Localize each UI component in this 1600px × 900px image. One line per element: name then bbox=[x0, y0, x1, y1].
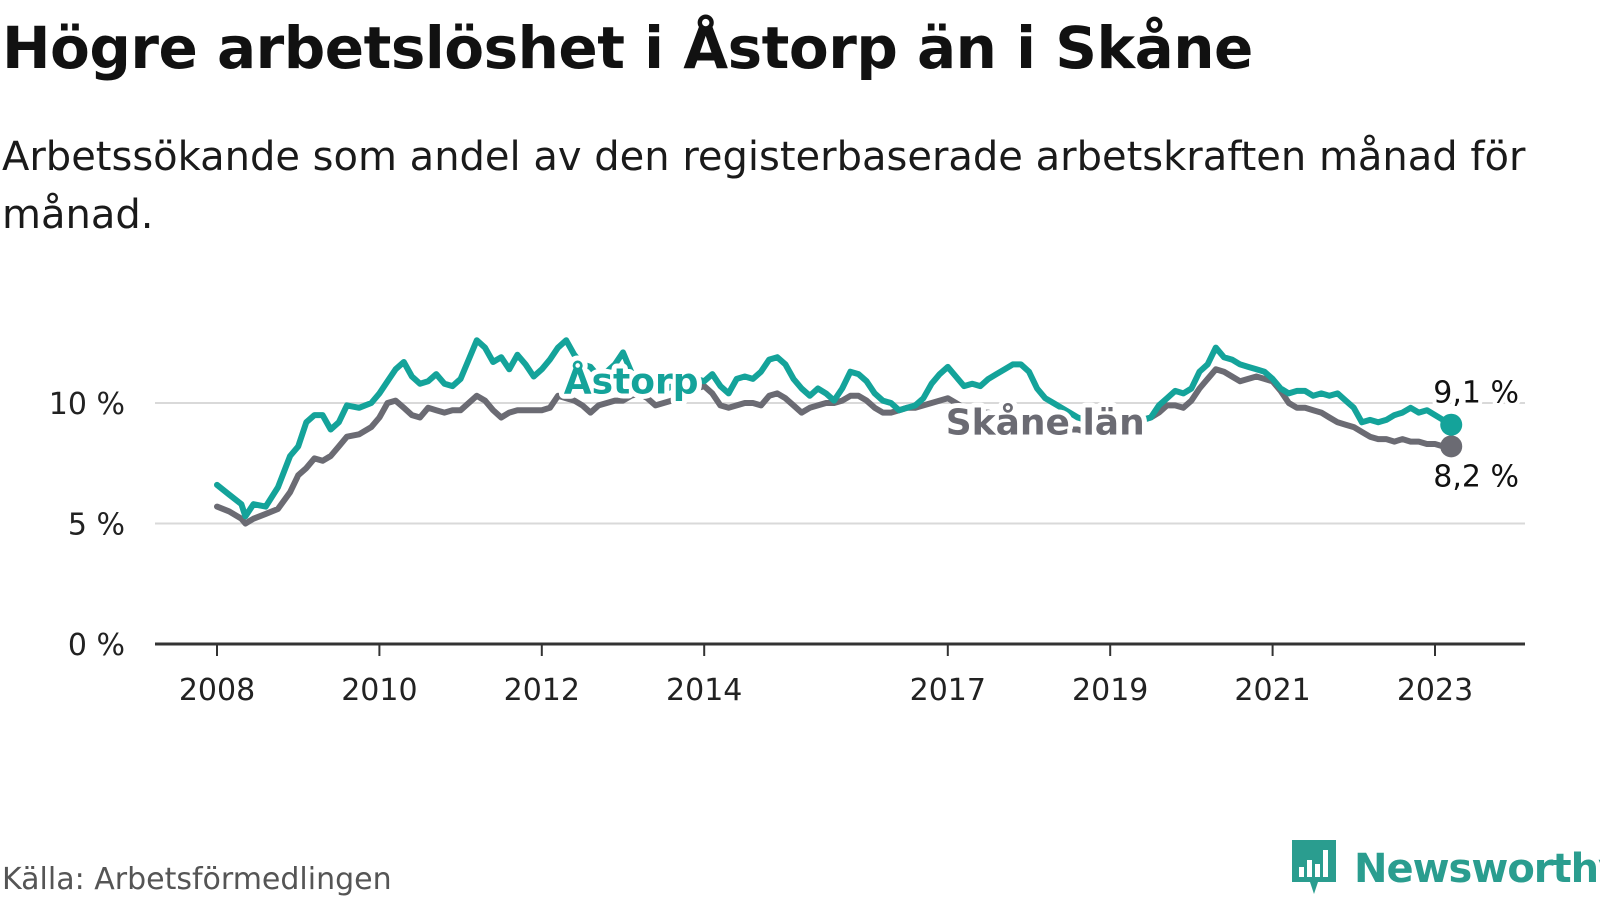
bar-chart-logo-icon bbox=[1292, 840, 1336, 894]
x-tick-label: 2010 bbox=[341, 673, 417, 708]
label-layer: Åstorp 9,1 % Skåne län 8,2 % bbox=[559, 356, 1523, 499]
x-tick-label: 2017 bbox=[910, 673, 986, 708]
brand-name: Newsworthy bbox=[1354, 846, 1600, 892]
x-tick-label: 2014 bbox=[666, 673, 742, 708]
y-tick-label: 10 % bbox=[49, 387, 125, 422]
x-tick-label: 2021 bbox=[1234, 673, 1310, 708]
series-endpoint-astorp bbox=[1440, 413, 1463, 436]
x-tick-label: 2023 bbox=[1397, 673, 1473, 708]
series-layer bbox=[214, 337, 1463, 527]
x-tick-label: 2008 bbox=[179, 673, 255, 708]
x-tick-label: 2019 bbox=[1072, 673, 1148, 708]
y-tick-label: 5 % bbox=[68, 508, 125, 543]
chart-subtitle: Arbetssökande som andel av den registerb… bbox=[2, 134, 1526, 238]
y-axis-ticks: 0 % 5 % 10 % bbox=[49, 387, 125, 663]
series-endpoint-skane bbox=[1440, 435, 1463, 458]
series-label-skane: Skåne län bbox=[946, 403, 1145, 444]
brand-logo[interactable]: Newsworthy bbox=[1288, 838, 1600, 900]
y-tick-label: 0 % bbox=[68, 628, 125, 663]
series-label-astorp: Åstorp bbox=[564, 361, 699, 403]
end-value-label-astorp: 9,1 % bbox=[1433, 376, 1519, 411]
chart-title: Högre arbetslöshet i Åstorp än i Skåne bbox=[2, 14, 1253, 82]
x-tick-label: 2012 bbox=[504, 673, 580, 708]
series-line-astorp bbox=[214, 337, 1455, 520]
series-line-skane bbox=[214, 366, 1455, 527]
end-value-label-skane: 8,2 % bbox=[1433, 459, 1519, 494]
x-axis-ticks: 2008 2010 2012 2014 2017 2019 2021 2023 bbox=[179, 644, 1473, 708]
grid-lines bbox=[155, 402, 1525, 525]
source-note: Källa: Arbetsförmedlingen bbox=[2, 862, 392, 897]
